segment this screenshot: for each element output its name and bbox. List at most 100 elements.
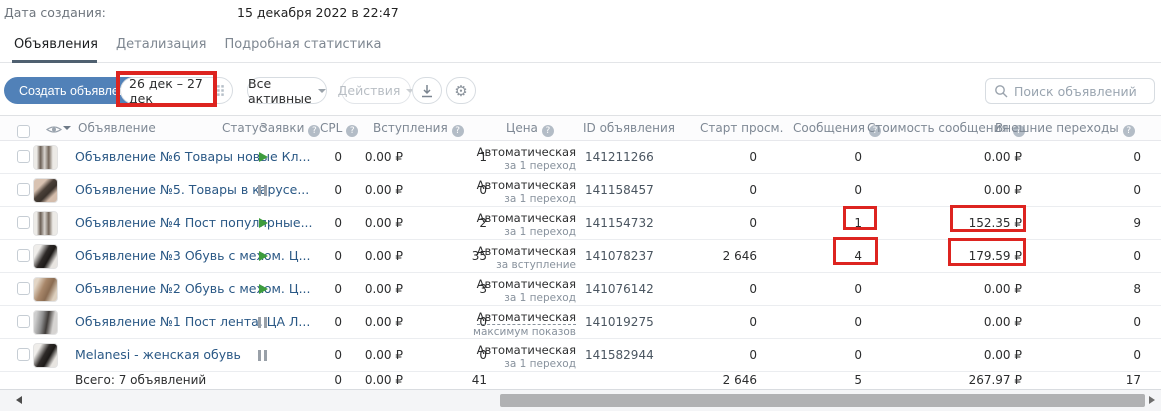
status-filter-dropdown[interactable]: Все активные — [247, 76, 327, 106]
status-play-icon[interactable] — [259, 284, 268, 294]
ad-name-link[interactable]: Melanesi - женская обувь — [75, 347, 241, 362]
price-model: Автоматическая — [476, 343, 576, 357]
horizontal-scrollbar[interactable] — [0, 390, 1161, 411]
price-type: за 1 переход — [504, 160, 576, 172]
status-play-icon[interactable] — [259, 251, 268, 261]
info-icon[interactable] — [308, 125, 321, 137]
msg-cost-value: 0.00 ₽ — [983, 282, 1022, 296]
actions-label: Действия — [337, 83, 401, 98]
eye-icon[interactable] — [46, 124, 62, 135]
joins-value: 1 — [479, 150, 487, 164]
ad-thumbnail — [33, 244, 58, 269]
column-header-joins[interactable]: Вступления — [373, 116, 464, 141]
table-row[interactable]: Объявление №5. Товары в карусе... 0 0.00… — [0, 174, 1161, 207]
export-button[interactable] — [412, 77, 442, 104]
totals-row: Всего: 7 объявлений 0 0.00 ₽ 41 2 646 5 … — [0, 372, 1161, 390]
table-row[interactable]: Объявление №3 Обувь с мехом. Ц... 0 0.00… — [0, 240, 1161, 273]
joins-value: 0 — [479, 183, 487, 197]
column-header-ad[interactable]: Объявление — [63, 116, 156, 141]
messages-value: 1 — [854, 216, 862, 230]
scrollbar-thumb[interactable] — [500, 394, 1145, 407]
cpl-value: 0.00 ₽ — [364, 282, 403, 296]
column-header-id[interactable]: ID объявления — [583, 121, 676, 135]
scroll-left-arrow-icon[interactable] — [16, 396, 22, 404]
row-checkbox[interactable] — [17, 348, 30, 361]
price-model: Автоматическая — [476, 310, 576, 325]
leads-value: 0 — [334, 216, 342, 230]
info-icon[interactable] — [451, 125, 464, 137]
tab-statistics[interactable]: Подробная статистика — [224, 37, 382, 52]
column-header-ext[interactable]: Внешние переходы — [995, 116, 1135, 141]
joins-value: 35 — [471, 249, 487, 263]
column-header-status[interactable]: Статус — [222, 121, 266, 135]
price-model: Автоматическая — [476, 145, 576, 159]
row-checkbox[interactable] — [17, 249, 30, 262]
row-checkbox[interactable] — [17, 183, 30, 196]
messages-value: 0 — [854, 183, 862, 197]
table-row[interactable]: Объявление №6 Товары новые Кл... 0 0.00 … — [0, 141, 1161, 174]
joins-value: 2 — [479, 216, 487, 230]
ext-clicks-value: 0 — [1133, 348, 1141, 362]
info-icon[interactable] — [869, 125, 882, 137]
row-checkbox[interactable] — [17, 150, 30, 163]
ad-thumbnail — [33, 145, 58, 170]
table-row[interactable]: Объявление №4 Пост популярные... 0 0.00 … — [0, 207, 1161, 240]
price-cell: Автоматическая максимум показов — [473, 310, 576, 338]
tab-ads[interactable]: Объявления — [14, 37, 98, 52]
status-play-icon[interactable] — [259, 152, 268, 162]
ad-name-link[interactable]: Объявление №5. Товары в карусе... — [75, 182, 310, 197]
ad-name-link[interactable]: Объявление №2 Обувь с мехом. Ц... — [75, 281, 311, 296]
messages-value: 0 — [854, 150, 862, 164]
msg-cost-value: 0.00 ₽ — [983, 315, 1022, 329]
tab-detail[interactable]: Детализация — [116, 37, 207, 52]
column-header-price[interactable]: Цена — [506, 116, 554, 141]
ad-thumbnail — [33, 343, 58, 368]
date-range-button[interactable]: 26 дек – 27 дек — [120, 76, 233, 106]
scroll-right-arrow-icon[interactable] — [1149, 396, 1155, 404]
row-checkbox[interactable] — [17, 315, 30, 328]
info-icon[interactable] — [346, 125, 359, 137]
info-icon[interactable] — [1012, 125, 1025, 137]
row-checkbox[interactable] — [17, 282, 30, 295]
column-header-msg-cost[interactable]: Стоимость сообщения — [867, 116, 1025, 141]
select-all-checkbox[interactable] — [17, 125, 30, 138]
column-header-messages[interactable]: Сообщения — [793, 116, 882, 141]
views-value: 0 — [749, 282, 757, 296]
info-icon[interactable] — [541, 125, 554, 137]
calendar-icon — [213, 85, 224, 96]
column-header-cpl[interactable]: CPL — [320, 116, 359, 141]
info-icon[interactable] — [1122, 125, 1135, 137]
ad-name-link[interactable]: Объявление №3 Обувь с мехом. Ц... — [75, 248, 311, 263]
ext-clicks-value: 8 — [1133, 282, 1141, 296]
search-icon — [995, 85, 1008, 98]
gear-icon: ⚙ — [454, 81, 468, 100]
status-pause-icon[interactable] — [258, 317, 261, 328]
price-type: за 1 переход — [504, 193, 576, 205]
tabs-divider — [0, 62, 1161, 63]
ad-id-value: 141154732 — [585, 216, 654, 230]
table-row[interactable]: Объявление №2 Обувь с мехом. Ц... 0 0.00… — [0, 273, 1161, 306]
views-value: 0 — [749, 183, 757, 197]
settings-button[interactable]: ⚙ — [446, 77, 476, 104]
price-type: максимум показов — [473, 326, 576, 338]
chevron-down-icon — [406, 88, 415, 93]
ad-name-link[interactable]: Объявление №4 Пост популярные... — [75, 215, 313, 230]
search-input[interactable] — [985, 78, 1155, 104]
msg-cost-value: 0.00 ₽ — [983, 150, 1022, 164]
column-header-leads[interactable]: Заявки — [260, 116, 321, 141]
actions-dropdown[interactable]: Действия — [337, 77, 415, 104]
status-pause-icon[interactable] — [258, 185, 261, 196]
ad-name-link[interactable]: Объявление №6 Товары новые Кл... — [75, 149, 311, 164]
status-pause-icon[interactable] — [258, 350, 261, 361]
table-row[interactable]: Объявление №1 Пост лента. ЦА Л... 0 0.00… — [0, 306, 1161, 339]
column-header-views[interactable]: Старт просм. — [700, 121, 784, 135]
status-play-icon[interactable] — [259, 218, 268, 228]
price-model: Автоматическая — [476, 277, 576, 291]
price-cell: Автоматическая за вступление — [477, 244, 576, 271]
table-row[interactable]: Melanesi - женская обувь 0 0.00 ₽ 0 Авто… — [0, 339, 1161, 372]
cpl-value: 0.00 ₽ — [364, 216, 403, 230]
price-cell: Автоматическая за 1 переход — [477, 145, 576, 172]
ad-name-link[interactable]: Объявление №1 Пост лента. ЦА Л... — [75, 314, 311, 329]
cpl-value: 0.00 ₽ — [364, 249, 403, 263]
row-checkbox[interactable] — [17, 216, 30, 229]
